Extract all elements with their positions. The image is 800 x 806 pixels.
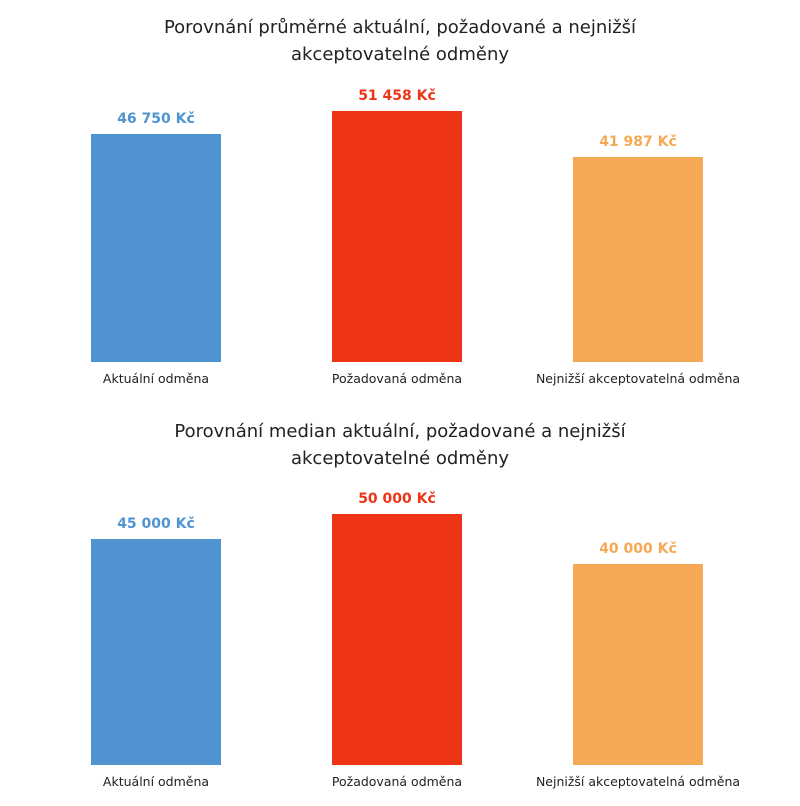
value-label-1: 46 750 Kč — [117, 111, 195, 127]
chart-title-line-2: akceptovatelné odměny — [290, 448, 510, 469]
chart-title: Porovnání median aktuální, požadované a … — [0, 418, 800, 472]
bar-1 — [91, 539, 221, 765]
value-label-3: 41 987 Kč — [599, 134, 677, 150]
value-label-3: 40 000 Kč — [599, 541, 677, 557]
category-label-2: Požadovaná odměna — [331, 371, 463, 386]
value-label-2: 50 000 Kč — [358, 491, 436, 507]
bar-2 — [332, 111, 462, 362]
bar-3 — [573, 157, 703, 362]
value-label-1: 45 000 Kč — [117, 516, 195, 532]
bar-2 — [332, 514, 462, 765]
chart-title: Porovnání průměrné aktuální, požadované … — [0, 14, 800, 68]
category-label-1: Aktuální odměna — [102, 774, 210, 789]
category-label-2: Požadovaná odměna — [331, 774, 463, 789]
bar-1 — [91, 134, 221, 362]
category-label-3: Nejnižší akceptovatelná odměna — [535, 371, 741, 386]
value-label-2: 51 458 Kč — [358, 88, 436, 104]
category-label-3: Nejnižší akceptovatelná odměna — [535, 774, 741, 789]
bar-3 — [573, 564, 703, 765]
chart-title-line-1: Porovnání median aktuální, požadované a … — [174, 421, 626, 442]
chart-title-line-2: akceptovatelné odměny — [290, 44, 510, 65]
chart-title-line-1: Porovnání průměrné aktuální, požadované … — [163, 17, 637, 38]
category-label-1: Aktuální odměna — [102, 371, 210, 386]
